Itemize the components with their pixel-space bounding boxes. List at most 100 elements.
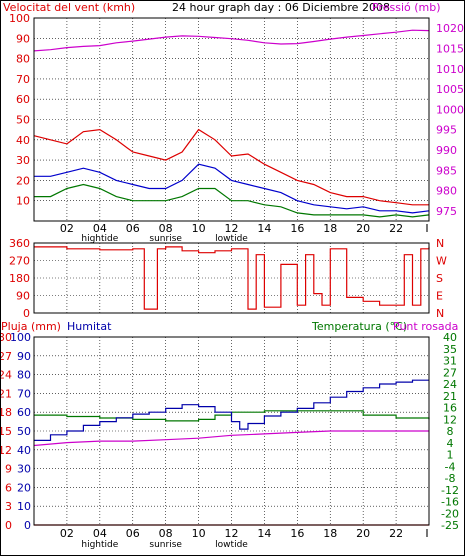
rain-tick-label: 3: [5, 500, 12, 513]
compass-tick-label: N: [436, 237, 444, 250]
pressure-tick-label: 1020: [436, 22, 464, 35]
temperature-tick-label: -8: [445, 472, 456, 485]
compass-tick-label: E: [436, 290, 443, 303]
hour-tick-label: 18: [323, 527, 337, 540]
hour-tick-label: 04: [93, 222, 107, 235]
temperature-tick-label: 27: [443, 366, 457, 379]
hour-tick-label: 02: [60, 527, 74, 540]
compass-tick-label: N: [436, 307, 444, 320]
hour-tick-label: 04: [93, 527, 107, 540]
direction-tick-label: 0: [23, 307, 30, 320]
rain-tick-label: 30: [0, 331, 12, 344]
hour-tick-label: 10: [192, 222, 206, 235]
pressure-tick-label: 975: [436, 205, 457, 218]
series-pressure-line: [33, 29, 430, 52]
temperature-tick-label: 40: [443, 331, 457, 344]
temperature-title: Temperatura (°C): [311, 320, 407, 333]
wind-tick-label: 20: [16, 174, 30, 187]
hour-tick-label: 20: [356, 222, 370, 235]
temperature-tick-label: 12: [443, 413, 457, 426]
hour-tick-label: 16: [290, 222, 304, 235]
wind-tick-label: 70: [16, 73, 30, 86]
rain-tick-label: 0: [5, 519, 12, 532]
pressure-tick-label: 995: [436, 124, 457, 137]
humidity-tick-label: 50: [17, 425, 31, 438]
wind-tick-label: 10: [16, 195, 30, 208]
series-average-line: [34, 163, 430, 214]
hour-tick-label: 12: [225, 222, 239, 235]
hour-tick-label: 10: [192, 527, 206, 540]
temperature-tick-label: 4: [447, 437, 454, 450]
wind-title: Velocitat del vent (kmh): [3, 1, 135, 14]
humidity-tick-label: 40: [17, 444, 31, 457]
rain-tick-label: 15: [0, 425, 12, 438]
event-label-hightide: hightide: [81, 234, 118, 244]
rain-tick-label: 24: [0, 369, 12, 382]
pressure-tick-label: 990: [436, 144, 457, 157]
temperature-tick-label: 1: [447, 449, 454, 462]
event-label-lowtide: lowtide: [215, 234, 248, 244]
temperature-tick-label: 21: [443, 390, 457, 403]
series-low-line: [34, 183, 430, 218]
hour-tick-label: 02: [60, 222, 74, 235]
event-label-sunrise: sunrise: [149, 540, 182, 550]
pressure-title: Pressió (mb): [372, 1, 441, 14]
compass-tick-label: S: [436, 272, 443, 285]
rain-tick-label: 9: [5, 463, 12, 476]
temperature-tick-label: 16: [443, 402, 457, 415]
wind-tick-label: 50: [16, 114, 30, 127]
pressure-tick-label: 1000: [436, 103, 464, 116]
hour-tick-label: 16: [290, 527, 304, 540]
direction-tick-label: 270: [9, 255, 30, 268]
hour-tick-label: 08: [159, 527, 173, 540]
humidity-tick-label: 100: [10, 331, 31, 344]
end-tick-label: I: [425, 222, 428, 235]
temperature-tick-label: -20: [441, 507, 459, 520]
series-humidity-line: [34, 379, 429, 441]
temperature-tick-label: -12: [441, 484, 459, 497]
wind-tick-label: 60: [16, 93, 30, 106]
pressure-tick-label: 985: [436, 164, 457, 177]
direction-tick-label: 180: [9, 272, 30, 285]
temperature-tick-label: -4: [445, 460, 456, 473]
pressure-tick-label: 980: [436, 185, 457, 198]
hour-tick-label: 08: [159, 222, 173, 235]
temperature-tick-label: 24: [443, 378, 457, 391]
humidity-tick-label: 10: [17, 500, 31, 513]
rain-title: Pluja (mm): [1, 320, 61, 333]
humidity-title: Humitat: [67, 320, 112, 333]
compass-tick-label: W: [436, 255, 447, 268]
temperature-tick-label: -16: [441, 496, 459, 509]
panel-wind-pressure-frame: [33, 17, 430, 222]
humidity-tick-label: 60: [17, 406, 31, 419]
wind-tick-label: 80: [16, 53, 30, 66]
temperature-tick-label: 31: [443, 355, 457, 368]
panel-wind-pressure: 1020304050607080901009759809859909951000…: [9, 12, 464, 222]
event-label-sunrise: sunrise: [149, 234, 182, 244]
temperature-tick-label: 8: [447, 425, 454, 438]
panel-rain-frame: [33, 336, 430, 526]
pressure-tick-label: 1005: [436, 83, 464, 96]
series-dewpoint-line: [33, 430, 429, 447]
wind-tick-label: 100: [9, 12, 30, 25]
direction-tick-label: 360: [9, 237, 30, 250]
pressure-tick-label: 1015: [436, 42, 464, 55]
rain-tick-label: 21: [0, 387, 12, 400]
humidity-tick-label: 70: [17, 387, 31, 400]
hour-tick-label: 14: [257, 222, 271, 235]
series-direction-line: [34, 246, 430, 310]
series-gust-line: [33, 128, 429, 206]
wind-tick-label: 90: [16, 32, 30, 45]
hour-tick-label: 22: [389, 222, 403, 235]
main-title: 24 hour graph day : 06 Diciembre 2008: [172, 1, 390, 14]
panel-wind-direction-frame: [33, 242, 430, 314]
direction-tick-label: 90: [16, 290, 30, 303]
humidity-tick-label: 30: [17, 463, 31, 476]
event-label-lowtide: lowtide: [215, 540, 248, 550]
end-tick-label: I: [425, 527, 428, 540]
hour-tick-label: 20: [356, 527, 370, 540]
